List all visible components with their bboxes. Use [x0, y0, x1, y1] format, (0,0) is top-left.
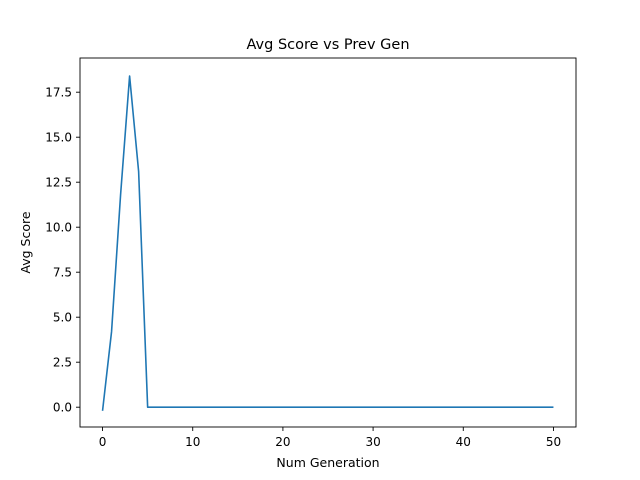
x-tick-label: 10: [185, 435, 200, 449]
y-tick-label: 0.0: [53, 401, 72, 415]
x-tick-label: 20: [275, 435, 290, 449]
y-tick-label: 2.5: [53, 356, 72, 370]
y-tick-label: 10.0: [45, 221, 72, 235]
x-tick-label: 0: [99, 435, 107, 449]
x-tick-label: 50: [546, 435, 561, 449]
y-axis: 0.0 2.5 5.0 7.5 10.0 12.5 15.0 17.5: [45, 86, 80, 415]
plot-area: 0 10 20 30 40 50 0.0 2.5 5.0 7.5 10.0 12.5 15.0 17.5: [45, 57, 577, 449]
y-axis-label: Avg Score: [18, 211, 33, 273]
x-axis-label: Num Generation: [276, 455, 379, 470]
y-tick-label: 17.5: [45, 86, 72, 100]
x-tick-label: 30: [365, 435, 380, 449]
x-tick-label: 40: [456, 435, 471, 449]
plot-frame: [79, 57, 577, 428]
y-tick-label: 15.0: [45, 131, 72, 145]
x-axis: 0 10 20 30 40 50: [99, 427, 561, 449]
chart-title: Avg Score vs Prev Gen: [246, 37, 409, 53]
series-layer: [101, 75, 554, 411]
y-tick-label: 12.5: [45, 176, 72, 190]
series-line: [101, 75, 554, 411]
y-tick-label: 5.0: [53, 311, 72, 325]
y-tick-label: 7.5: [53, 266, 72, 280]
